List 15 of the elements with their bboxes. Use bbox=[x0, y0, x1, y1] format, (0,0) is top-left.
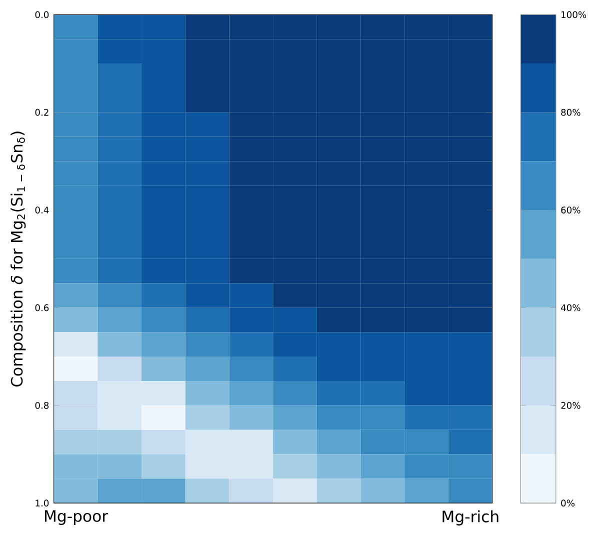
color-bar-label: 80% bbox=[561, 108, 580, 116]
text: Composition δ for Mg$_{2}$(Si$_{1 − δ}$Sn$_{δ}$) bbox=[10, 132, 26, 386]
color-bar-label: 60% bbox=[561, 206, 580, 214]
y-tick-label: 1.0 bbox=[36, 499, 49, 506]
y-tick-label: 0.6 bbox=[35, 304, 49, 311]
color-bar-label: 100% bbox=[562, 11, 586, 18]
y-tick-label: 0.2 bbox=[35, 108, 48, 116]
color-bar-label: 0% bbox=[561, 499, 575, 506]
y-tick-label: 0.8 bbox=[35, 402, 49, 409]
y-tick-label: 0.0 bbox=[35, 11, 49, 18]
color-bar-label: 20% bbox=[561, 402, 580, 409]
color-bar-label: 40% bbox=[560, 304, 580, 311]
y-tick-label: 0.4 bbox=[35, 206, 49, 214]
x-tick-label: Mg-rich bbox=[442, 510, 498, 526]
x-tick-label: Mg-poor bbox=[44, 510, 108, 525]
